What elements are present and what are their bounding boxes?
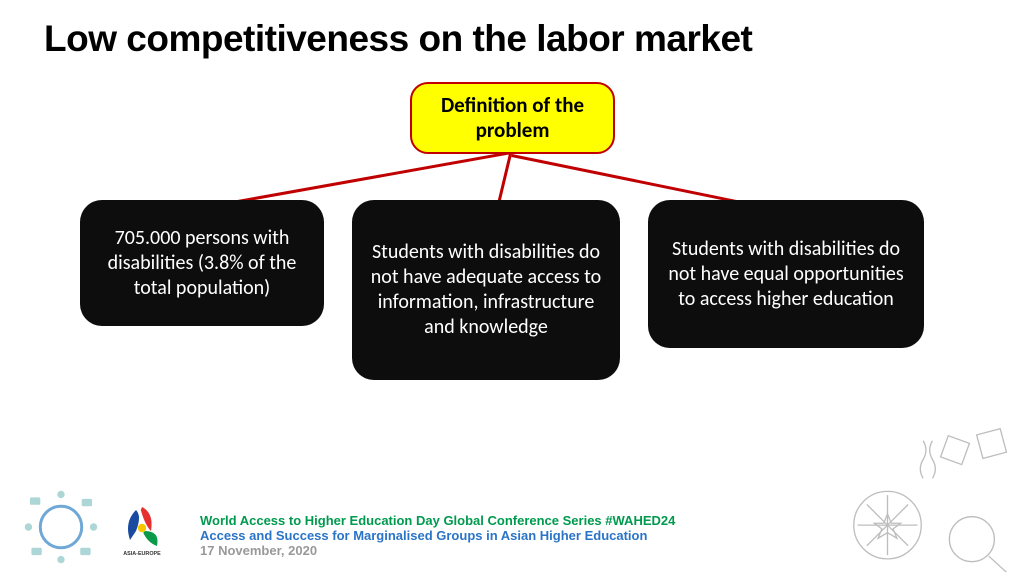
child-node-label: Students with disabilities do not have e… [666, 237, 906, 312]
child-node: Students with disabilities do not have e… [648, 200, 924, 348]
child-node-label: Students with disabilities do not have a… [370, 240, 602, 340]
footer-subtitle: Access and Success for Marginalised Grou… [200, 528, 675, 543]
root-node: Definition of the problem [410, 82, 615, 154]
connector-line [231, 151, 512, 204]
root-node-label: Definition of the problem [422, 93, 603, 143]
wahed-logo-icon [24, 490, 98, 564]
footer: World Access to Higher Education Day Glo… [200, 513, 675, 558]
decorative-icons [830, 422, 1020, 572]
child-node: Students with disabilities do not have a… [352, 200, 620, 380]
connector-line [497, 153, 512, 204]
asef-logo-icon: ASIA-EUROPE [112, 498, 172, 558]
child-node-label: 705.000 persons with disabilities (3.8% … [98, 226, 306, 301]
footer-date: 17 November, 2020 [200, 543, 675, 558]
slide: Low competitiveness on the labor market … [0, 0, 1024, 576]
footer-conference-title: World Access to Higher Education Day Glo… [200, 513, 675, 528]
slide-title: Low competitiveness on the labor market [44, 18, 752, 60]
connector-line [511, 154, 756, 207]
svg-text:ASIA-EUROPE: ASIA-EUROPE [123, 551, 161, 557]
child-node: 705.000 persons with disabilities (3.8% … [80, 200, 324, 326]
